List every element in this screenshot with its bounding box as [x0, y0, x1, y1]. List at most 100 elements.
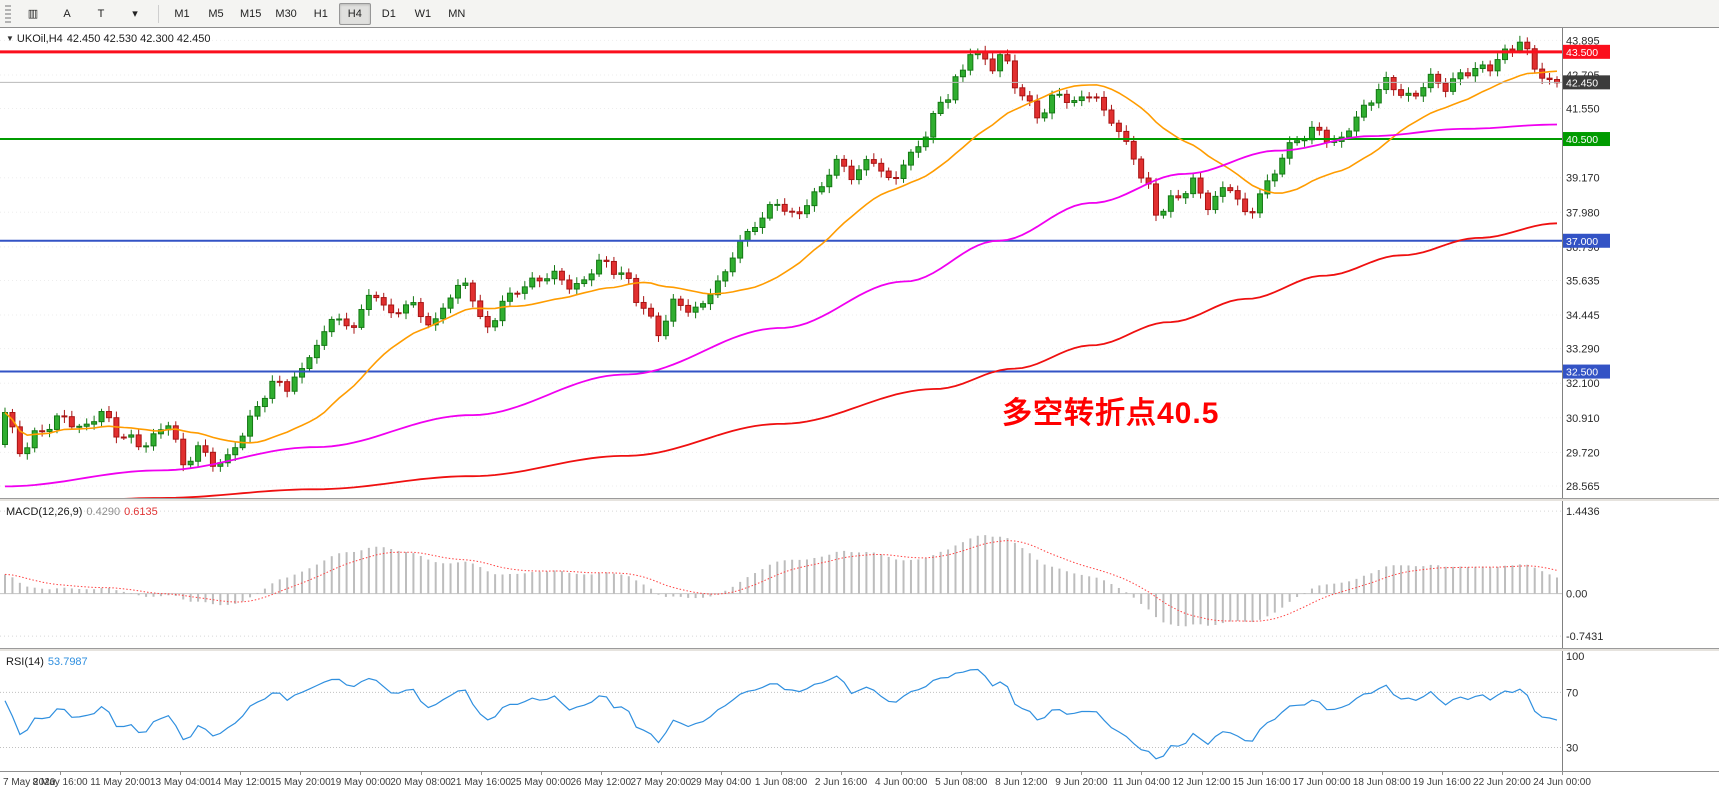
toolbar-grip[interactable]	[5, 4, 11, 23]
svg-text:33.290: 33.290	[1566, 344, 1600, 356]
candles-layer	[2, 35, 1560, 472]
rsi-scale[interactable]: 100 70 30	[1562, 651, 1719, 771]
macd-title: MACD(12,26,9)	[6, 506, 83, 518]
macd-grid-layer	[0, 510, 1562, 637]
time-axis-label: 13 May 04:00	[149, 777, 211, 788]
macd-value-signal: 0.6135	[124, 506, 158, 518]
macd-label: MACD(12,26,9) 0.4290 0.6135	[6, 506, 158, 518]
time-axis-tick	[781, 772, 782, 775]
macd-scale[interactable]: 1.4436 0.00 -0.7431	[1562, 501, 1719, 648]
time-axis-label: 7 May 2020	[3, 777, 56, 788]
text-a-icon[interactable]: A	[63, 7, 71, 20]
time-axis[interactable]: 7 May 2020 8 May 16:00 11 May 20:00 13 May …	[0, 771, 1719, 793]
timeframe-button-mn[interactable]: MN	[448, 7, 466, 20]
timeframe-button-m5[interactable]: M5	[208, 7, 224, 20]
time-axis-label: 29 May 04:00	[690, 777, 752, 788]
time-axis-label: 1 Jun 08:00	[754, 777, 808, 788]
time-axis-label: 19 May 00:00	[330, 777, 391, 788]
symbol-info: ▼ UKOil,H4 42.450 42.530 42.300 42.450	[6, 33, 215, 45]
svg-text:39.170: 39.170	[1566, 173, 1600, 185]
svg-text:-0.7431: -0.7431	[1566, 631, 1603, 643]
rsi-line	[4, 668, 1558, 760]
main-grid-layer	[0, 39, 1562, 487]
time-axis-label: 8 Jun 12:00	[995, 777, 1048, 788]
time-axis-label: 26 May 12:00	[570, 777, 632, 788]
time-axis-tick	[360, 772, 362, 775]
chart-context-arrow-icon[interactable]: ▼	[6, 34, 14, 43]
svg-text:32.100: 32.100	[1566, 378, 1600, 390]
panel-splitter-rsi[interactable]	[0, 648, 1719, 651]
rsi-title: RSI(14)	[6, 656, 44, 668]
time-axis-label: 17 Jun 00:00	[1292, 777, 1351, 788]
time-axis-label: 19 Jun 16:00	[1412, 777, 1471, 788]
time-axis-label: 15 Jun 16:00	[1232, 777, 1291, 788]
timeframe-button-h4[interactable]: H4	[338, 2, 371, 25]
toolbar-separator	[158, 4, 159, 23]
main-chart-canvas[interactable]: 43.89542.70541.55039.17037.98036.79035.6…	[0, 28, 1719, 498]
panel-splitter-macd[interactable]	[0, 498, 1719, 501]
price-scale[interactable]: 43.89542.70541.55039.17037.98036.79035.6…	[1562, 28, 1719, 498]
time-axis-label: 2 Jun 16:00	[814, 777, 868, 788]
symbol-ohlc: 42.450 42.530 42.300 42.450	[66, 33, 211, 45]
time-axis-label: 25 May 00:00	[510, 777, 571, 788]
time-axis-tick	[961, 772, 963, 775]
macd-canvas[interactable]: 1.4436 0.00 -0.7431	[0, 501, 1719, 648]
time-axis-label: 11 May 20:00	[90, 777, 151, 788]
rsi-canvas[interactable]: 100 70 30	[0, 651, 1719, 771]
svg-text:41.550: 41.550	[1566, 104, 1600, 116]
time-axis-tick	[180, 772, 182, 775]
timeframe-button-h1[interactable]: H1	[313, 7, 328, 20]
time-axis-tick	[540, 772, 542, 775]
svg-text:32.500: 32.500	[1566, 367, 1598, 379]
time-axis-tick	[841, 772, 843, 775]
time-axis-label: 18 Jun 08:00	[1352, 777, 1411, 788]
macd-signal-line	[4, 540, 1558, 622]
timeframe-button-m30[interactable]: M30	[275, 7, 297, 20]
time-axis-tick	[1441, 772, 1443, 775]
charts-grid-icon[interactable]: ▥	[27, 8, 39, 20]
toolbar: ▥ A T ▾ M1 M5 M15 M30 H1 H4 D1 W1 MN	[0, 0, 1719, 28]
timeframe-button-d1[interactable]: D1	[381, 7, 396, 20]
time-axis-tick	[600, 772, 602, 775]
timeframe-button-w1[interactable]: W1	[414, 7, 432, 20]
svg-text:40.500: 40.500	[1566, 134, 1598, 146]
symbol-name: UKOil,H4	[16, 33, 63, 45]
svg-text:30: 30	[1566, 743, 1578, 755]
time-axis-label: 27 May 20:00	[630, 777, 692, 788]
timeframe-buttons: M1 M5 M15 M30 H1 H4 D1 W1 MN	[166, 2, 473, 25]
moving-averages-layer	[4, 70, 1558, 498]
timeframe-button-m15[interactable]: M15	[240, 7, 262, 20]
svg-text:30.910: 30.910	[1566, 413, 1600, 425]
svg-text:70: 70	[1566, 687, 1578, 699]
time-axis-tick	[240, 772, 242, 775]
svg-text:28.565: 28.565	[1566, 481, 1600, 493]
time-axis-tick	[60, 772, 62, 775]
time-axis-tick	[1141, 772, 1143, 775]
time-axis-label: 14 May 12:00	[209, 777, 271, 788]
templates-dropdown-icon[interactable]: ▾	[132, 8, 138, 20]
svg-text:34.445: 34.445	[1566, 310, 1600, 322]
time-axis-tick	[660, 772, 662, 775]
annotation-tools: ▥ A T ▾	[17, 3, 151, 25]
chart-text-annotation[interactable]: 多空转折点40.5	[1002, 397, 1220, 430]
svg-text:37.000: 37.000	[1566, 236, 1598, 248]
svg-text:43.500: 43.500	[1566, 47, 1598, 59]
macd-histogram	[4, 535, 1558, 627]
text-label-icon[interactable]: T	[97, 7, 105, 20]
timeframe-button-m1[interactable]: M1	[174, 7, 190, 20]
time-axis-label: 12 Jun 12:00	[1172, 777, 1231, 788]
time-axis-tick	[1201, 772, 1203, 775]
svg-text:100: 100	[1566, 651, 1584, 663]
time-axis-tick	[420, 772, 422, 775]
svg-text:35.635: 35.635	[1566, 275, 1600, 287]
time-axis-tick	[1381, 772, 1383, 775]
horizontal-lines-layer[interactable]	[0, 50, 1562, 373]
svg-text:42.450: 42.450	[1566, 77, 1598, 89]
time-axis-tick	[1021, 772, 1023, 775]
svg-text:0.00: 0.00	[1566, 589, 1587, 601]
time-axis-tick	[120, 772, 122, 775]
time-axis-tick	[1261, 772, 1263, 775]
time-axis-label: 8 May 16:00	[32, 777, 88, 788]
rsi-label: RSI(14) 53.7987	[6, 656, 88, 668]
time-axis-tick	[901, 772, 903, 775]
